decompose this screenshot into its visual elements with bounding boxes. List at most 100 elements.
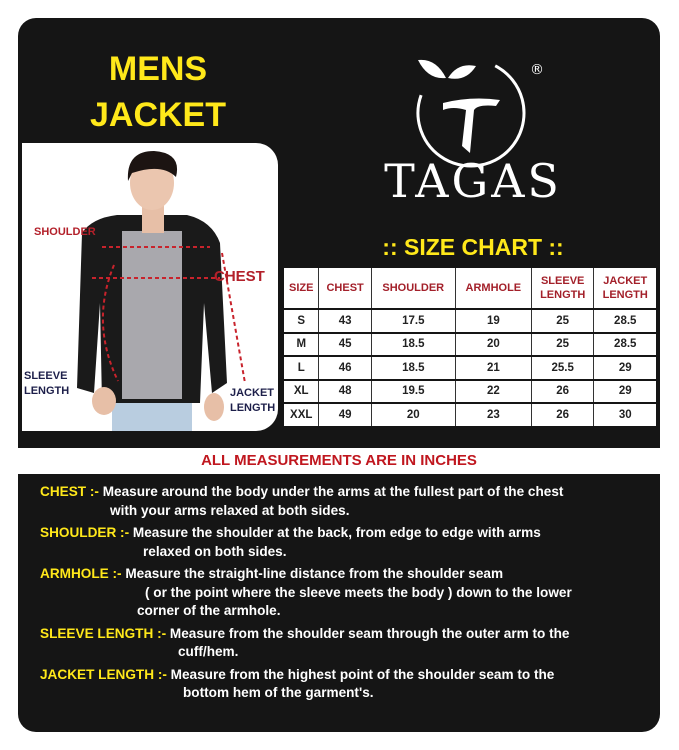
definition-item: ARMHOLE :- Measure the straight-line dis…: [40, 565, 650, 621]
definition-line: SLEEVE LENGTH :- Measure from the should…: [40, 625, 650, 644]
definition-term: SHOULDER :-: [40, 525, 130, 540]
size-chart-panel: MENS JACKET SHOULDER CHEST SLEEVE LENGTH…: [18, 18, 660, 732]
table-cell: 26: [530, 378, 594, 403]
table-cell: 45: [318, 331, 372, 356]
definition-item: SLEEVE LENGTH :- Measure from the should…: [40, 625, 650, 662]
definition-text: Measure the straight-line distance from …: [125, 566, 504, 581]
jacket-length-arrow: [221, 252, 246, 384]
table-cell: 25: [530, 308, 594, 333]
model-illustration: [77, 151, 246, 431]
table-cell: 20: [454, 331, 532, 356]
definition-text: ( or the point where the sleeve meets th…: [145, 584, 572, 600]
definition-item: SHOULDER :- Measure the shoulder at the …: [40, 524, 650, 561]
sleeve-length-label: SLEEVE LENGTH: [24, 369, 69, 399]
registered-mark: ®: [530, 62, 544, 78]
table-cell: 18.5: [370, 331, 456, 356]
table-row: XXL 49 20 23 26 30: [284, 402, 656, 426]
definition-term: CHEST :-: [40, 484, 99, 499]
label-line: JACKET: [230, 387, 275, 399]
definition-term: SLEEVE LENGTH :-: [40, 625, 167, 641]
table-cell: 21: [454, 355, 532, 380]
table-cell: L: [284, 355, 319, 380]
definition-line: corner of the armhole.: [40, 602, 650, 621]
shoulder-label: SHOULDER: [34, 226, 96, 238]
chest-label: CHEST: [214, 268, 265, 285]
column-header: SIZE: [284, 268, 319, 309]
definition-line: bottom hem of the garment's.: [40, 684, 650, 703]
table-cell: 28.5: [593, 331, 656, 356]
column-header: SLEEVE LENGTH: [530, 268, 594, 309]
table-cell: XXL: [284, 402, 319, 426]
definition-text: Measure from the shoulder seam through t…: [169, 625, 570, 641]
table-cell: S: [284, 308, 319, 333]
table-row: S 43 17.5 19 25 28.5: [284, 308, 656, 333]
model-photo: SHOULDER CHEST SLEEVE LENGTH JACKET LENG…: [22, 143, 278, 431]
header-line: CHEST: [326, 282, 364, 294]
definition-text: bottom hem of the garment's.: [183, 685, 374, 700]
column-header: ARMHOLE: [454, 268, 532, 309]
definition-text: corner of the armhole.: [137, 603, 281, 618]
table-cell: 18.5: [370, 355, 456, 380]
definition-line: JACKET LENGTH :- Measure from the highes…: [40, 666, 650, 685]
brand-name: TAGAS: [384, 154, 562, 208]
definition-line: relaxed on both sides.: [40, 543, 650, 562]
definition-text: Measure the shoulder at the back, from e…: [132, 525, 541, 540]
header-line: LENGTH: [602, 289, 648, 301]
table-row: L 46 18.5 21 25.5 29: [284, 355, 656, 380]
definition-line: CHEST :- Measure around the body under t…: [40, 483, 650, 502]
table-cell: M: [284, 331, 319, 356]
title-line: MENS: [108, 50, 208, 88]
product-title: MENS JACKET: [58, 46, 258, 138]
definition-item: CHEST :- Measure around the body under t…: [40, 483, 650, 520]
jacket-length-label: JACKET LENGTH: [230, 386, 275, 416]
definition-line: ARMHOLE :- Measure the straight-line dis…: [40, 565, 650, 584]
definition-line: ( or the point where the sleeve meets th…: [40, 584, 650, 603]
column-header: CHEST: [318, 268, 372, 309]
table-row: XL 48 19.5 22 26 29: [284, 378, 656, 403]
header-line: SIZE: [289, 282, 314, 294]
header-line: ARMHOLE: [465, 282, 522, 294]
table-cell: 28.5: [593, 308, 656, 333]
definition-text: relaxed on both sides.: [143, 543, 287, 559]
header-line: SLEEVE: [540, 275, 585, 287]
header-line: LENGTH: [540, 289, 586, 301]
definition-text: Measure around the body under the arms a…: [102, 484, 564, 499]
definition-term: ARMHOLE :-: [40, 566, 122, 581]
sleeve-arrow: [102, 264, 119, 382]
definition-text: Measure from the highest point of the sh…: [170, 666, 555, 682]
table-cell: 23: [454, 402, 532, 426]
column-header: JACKET LENGTH: [593, 268, 656, 309]
size-table: SIZE CHEST SHOULDER ARMHOLE SLEEVE LENGTH JACK…: [284, 268, 656, 426]
definition-term: JACKET LENGTH :-: [40, 666, 167, 682]
table-cell: 26: [530, 402, 594, 426]
table-cell: 25.5: [530, 355, 594, 380]
definition-line: SHOULDER :- Measure the shoulder at the …: [40, 524, 650, 543]
table-cell: 48: [318, 378, 372, 403]
header-line: JACKET: [603, 275, 648, 287]
definition-line: with your arms relaxed at both sides.: [40, 502, 650, 521]
table-cell: 19.5: [370, 378, 456, 403]
table-cell: 29: [593, 355, 656, 380]
table-cell: 17.5: [370, 308, 456, 333]
definition-item: JACKET LENGTH :- Measure from the highes…: [40, 666, 650, 703]
title-line: JACKET: [89, 96, 227, 134]
definition-text: cuff/hem.: [178, 644, 239, 659]
label-line: LENGTH: [24, 385, 70, 397]
header-line: SHOULDER: [382, 282, 445, 294]
label-line: LENGTH: [230, 402, 276, 414]
size-chart-heading: :: SIZE CHART ::: [382, 234, 564, 260]
table-cell: XL: [284, 378, 319, 403]
table-cell: 29: [593, 378, 656, 403]
table-cell: 46: [318, 355, 372, 380]
table-cell: 25: [530, 331, 594, 356]
table-cell: 19: [454, 308, 532, 333]
table-cell: 43: [318, 308, 372, 333]
units-note: ALL MEASUREMENTS ARE IN INCHES: [18, 448, 660, 474]
table-row: M 45 18.5 20 25 28.5: [284, 331, 656, 356]
measurement-definitions: CHEST :- Measure around the body under t…: [40, 483, 650, 707]
table-cell: 30: [593, 402, 656, 426]
definition-text: with your arms relaxed at both sides.: [110, 502, 350, 518]
table-cell: 20: [370, 402, 456, 426]
brand-logo-icon: ®: [416, 58, 544, 168]
table-cell: 22: [454, 378, 532, 403]
